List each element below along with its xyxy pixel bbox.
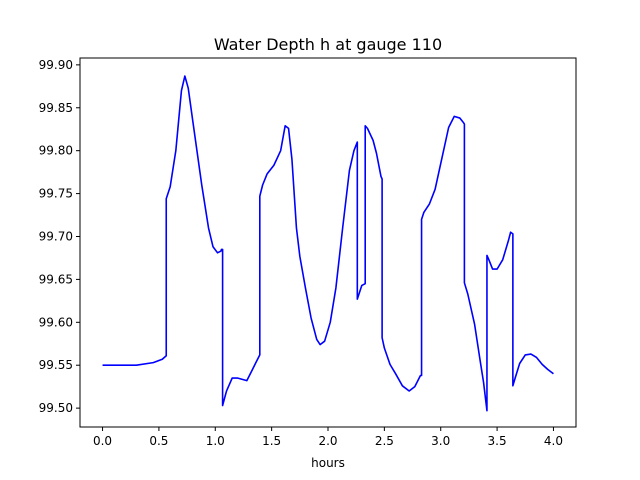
plot-area [102, 75, 554, 412]
x-tick-label: 0.5 [149, 434, 168, 448]
y-tick-label: 99.60 [39, 315, 73, 329]
x-axis: 0.0 0.5 1.0 1.5 2.0 2.5 3.0 3.5 4.0 [93, 427, 563, 448]
x-tick-label: 1.5 [262, 434, 281, 448]
x-tick-label: 3.5 [488, 434, 507, 448]
y-tick-label: 99.75 [39, 187, 73, 201]
y-tick-label: 99.80 [39, 144, 73, 158]
y-axis: 99.50 99.55 99.60 99.65 99.70 99.75 99.80 99.85… [39, 58, 80, 415]
x-tick-label: 2.0 [318, 434, 337, 448]
y-tick-label: 99.90 [39, 58, 73, 72]
y-tick-label: 99.50 [39, 401, 73, 415]
series-line [102, 75, 554, 412]
y-tick-label: 99.70 [39, 229, 73, 243]
x-tick-label: 1.0 [206, 434, 225, 448]
x-tick-label: 3.0 [431, 434, 450, 448]
x-tick-label: 2.5 [375, 434, 394, 448]
x-tick-label: 0.0 [93, 434, 112, 448]
x-axis-label: hours [311, 456, 345, 470]
x-tick-label: 4.0 [544, 434, 563, 448]
y-tick-label: 99.85 [39, 101, 73, 115]
y-tick-label: 99.65 [39, 272, 73, 286]
chart-title: Water Depth h at gauge 110 [214, 35, 442, 54]
y-tick-label: 99.55 [39, 358, 73, 372]
plot-frame [79, 57, 577, 428]
